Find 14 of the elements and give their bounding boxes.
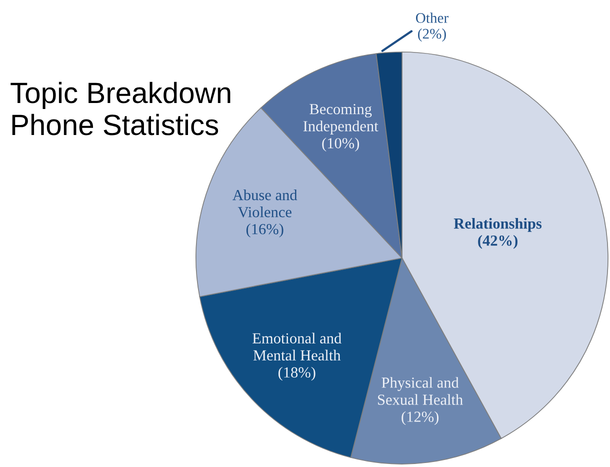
text: Topic Breakdown [10,82,230,110]
data-label: (12%) [402,411,438,426]
data-label: (10%) [322,138,360,152]
slice-label: Physical and Sexual Health [378,377,463,405]
text: Phone Statistics [12,114,218,136]
slice-label: Other [416,12,448,23]
data-label: (18%) [278,366,316,381]
data-label: (16%) [246,224,284,238]
slice-label: Relationships [454,218,542,232]
slice-label: Becoming Independent [303,104,378,134]
slice-label: Abuse and Violence [232,189,298,218]
slice-label: Emotional and Mental Health [252,332,342,361]
data-label: (42%) [478,235,518,249]
data-label: (2%) [418,28,446,42]
